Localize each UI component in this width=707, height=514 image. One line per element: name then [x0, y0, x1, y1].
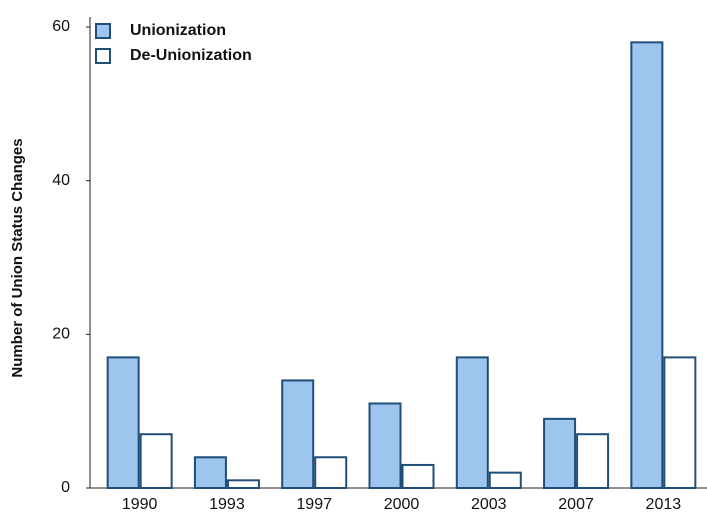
y-tick-label: 0 [61, 479, 70, 496]
y-axis-label: Number of Union Status Changes [9, 138, 26, 377]
legend-label: Unionization [130, 22, 226, 39]
bar [543, 417, 577, 490]
bar [106, 356, 140, 489]
bar [314, 456, 348, 489]
bar [401, 463, 435, 490]
bar [226, 479, 260, 490]
x-tick-label: 2007 [558, 496, 594, 513]
x-tick-label: 2000 [384, 496, 420, 513]
y-tick-label: 20 [52, 326, 70, 343]
legend-label: De-Unionization [130, 47, 252, 64]
legend-swatch [95, 48, 111, 64]
x-tick-label: 2013 [646, 496, 682, 513]
bar [368, 402, 402, 490]
legend-swatch [95, 23, 111, 39]
bar [576, 433, 610, 490]
x-tick-label: 1997 [296, 496, 332, 513]
bar [488, 471, 522, 489]
x-tick-label: 1993 [209, 496, 245, 513]
bar [281, 379, 315, 489]
x-tick-label: 2003 [471, 496, 507, 513]
bar [139, 433, 173, 490]
y-tick-label: 60 [52, 18, 70, 35]
x-tick-label: 1990 [122, 496, 158, 513]
bar [193, 456, 227, 489]
bar [663, 356, 697, 489]
bar [630, 41, 664, 489]
y-tick-label: 40 [52, 172, 70, 189]
bar [455, 356, 489, 489]
